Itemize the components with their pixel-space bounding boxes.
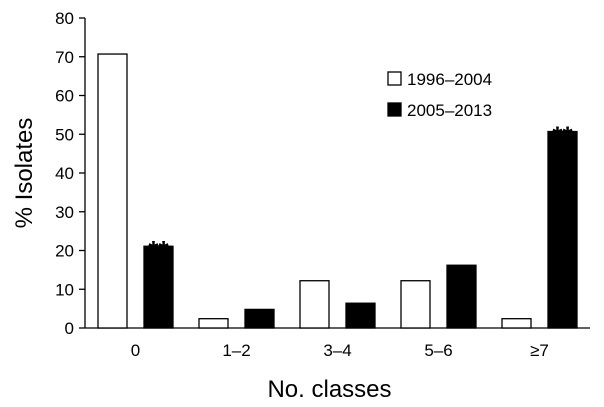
- x-tick-label: ≥7: [530, 341, 549, 360]
- significance-annotation: **: [552, 121, 573, 151]
- y-tick-label: 70: [55, 48, 74, 67]
- y-axis-title: % Isolates: [11, 118, 38, 229]
- bar-series1: [198, 318, 229, 329]
- x-tick-label: 3–4: [323, 341, 351, 360]
- x-tick-label: 5–6: [424, 341, 452, 360]
- legend-label: 2005–2013: [407, 101, 492, 120]
- y-tick-label: 20: [55, 242, 74, 261]
- legend-label: 1996–2004: [407, 70, 492, 89]
- x-tick-label: 0: [131, 341, 140, 360]
- annotations: ** **: [148, 121, 573, 266]
- x-axis: 0 1–2 3–4 5–6 ≥7: [85, 327, 590, 360]
- y-tick-label: 60: [55, 87, 74, 106]
- y-tick-label: 30: [55, 203, 74, 222]
- y-tick-label: 10: [55, 280, 74, 299]
- bar-series1: [299, 280, 330, 329]
- significance-annotation: **: [148, 235, 169, 265]
- bar-series2: [547, 130, 578, 329]
- legend-swatch: [387, 102, 402, 117]
- bar-series2: [345, 302, 376, 329]
- bar-series2: [446, 264, 477, 329]
- bar-series2: [143, 245, 174, 329]
- bars: [97, 53, 578, 329]
- x-tick-label: 1–2: [222, 341, 250, 360]
- bar-series1: [501, 318, 532, 329]
- bar-series1: [97, 53, 128, 329]
- bar-series1: [400, 280, 431, 329]
- y-tick-label: 80: [55, 9, 74, 28]
- legend: 1996–2004 2005–2013: [387, 70, 492, 120]
- y-tick-label: 40: [55, 164, 74, 183]
- y-axis: 0 10 20 30 40 50 60 70 80: [55, 9, 86, 338]
- y-tick-label: 50: [55, 125, 74, 144]
- y-tick-label: 0: [65, 319, 74, 338]
- x-axis-title: No. classes: [267, 376, 391, 403]
- legend-swatch: [387, 71, 402, 86]
- bar-series2: [244, 308, 275, 329]
